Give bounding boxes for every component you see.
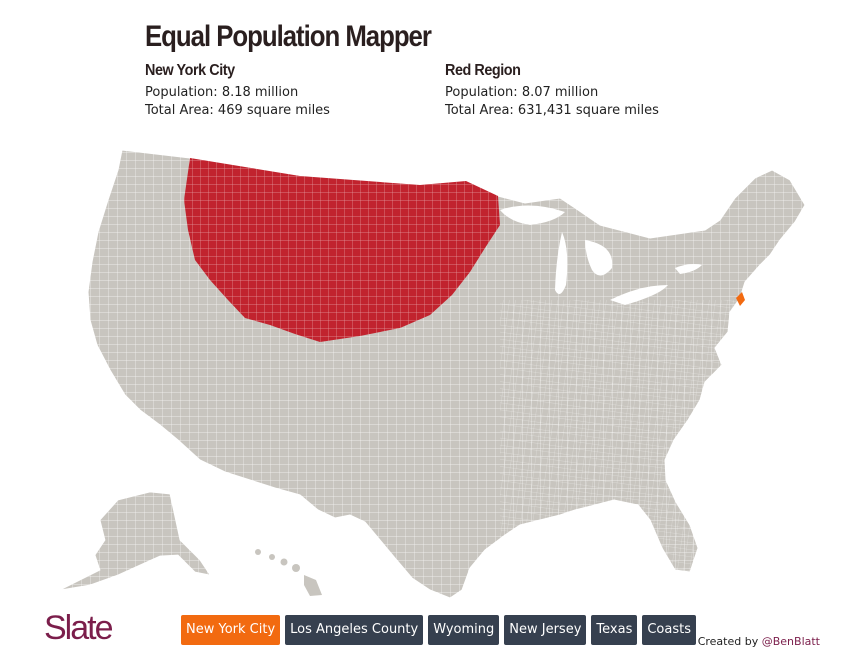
- hawaii-inset: [255, 549, 322, 596]
- right-info-panel: Red Region Population: 8.07 million Tota…: [445, 62, 659, 120]
- lake-superior: [500, 205, 565, 225]
- lake-michigan: [555, 232, 568, 294]
- right-panel-area: Total Area: 631,431 square miles: [445, 103, 659, 118]
- lake-ontario: [675, 264, 702, 274]
- button-new-york-city[interactable]: New York City: [181, 615, 281, 645]
- credit-handle-link[interactable]: @BenBlatt: [761, 635, 820, 648]
- credit-prefix: Created by: [697, 635, 762, 648]
- left-panel-population: Population: 8.18 million: [145, 85, 299, 100]
- left-info-panel: New York City Population: 8.18 million T…: [145, 62, 330, 120]
- button-texas[interactable]: Texas: [591, 615, 638, 645]
- lake-huron: [585, 240, 613, 276]
- button-los-angeles-county[interactable]: Los Angeles County: [285, 615, 424, 645]
- new-york-city-region[interactable]: [736, 292, 745, 306]
- button-wyoming[interactable]: Wyoming: [428, 615, 500, 645]
- credit-line: Created by @BenBlatt: [698, 635, 820, 648]
- preset-button-group: New York City Los Angeles County Wyoming…: [181, 615, 696, 645]
- slate-logo: Slate: [44, 609, 113, 647]
- button-coasts[interactable]: Coasts: [642, 615, 696, 645]
- page-title: Equal Population Mapper: [145, 20, 432, 53]
- red-region[interactable]: [184, 158, 500, 342]
- button-new-jersey[interactable]: New Jersey: [504, 615, 587, 645]
- alaska-inset: [59, 491, 211, 591]
- left-panel-area: Total Area: 469 square miles: [145, 103, 330, 118]
- right-panel-population: Population: 8.07 million: [445, 85, 599, 100]
- lake-erie: [610, 285, 668, 305]
- right-panel-name: Red Region: [445, 62, 521, 79]
- left-panel-name: New York City: [145, 62, 235, 79]
